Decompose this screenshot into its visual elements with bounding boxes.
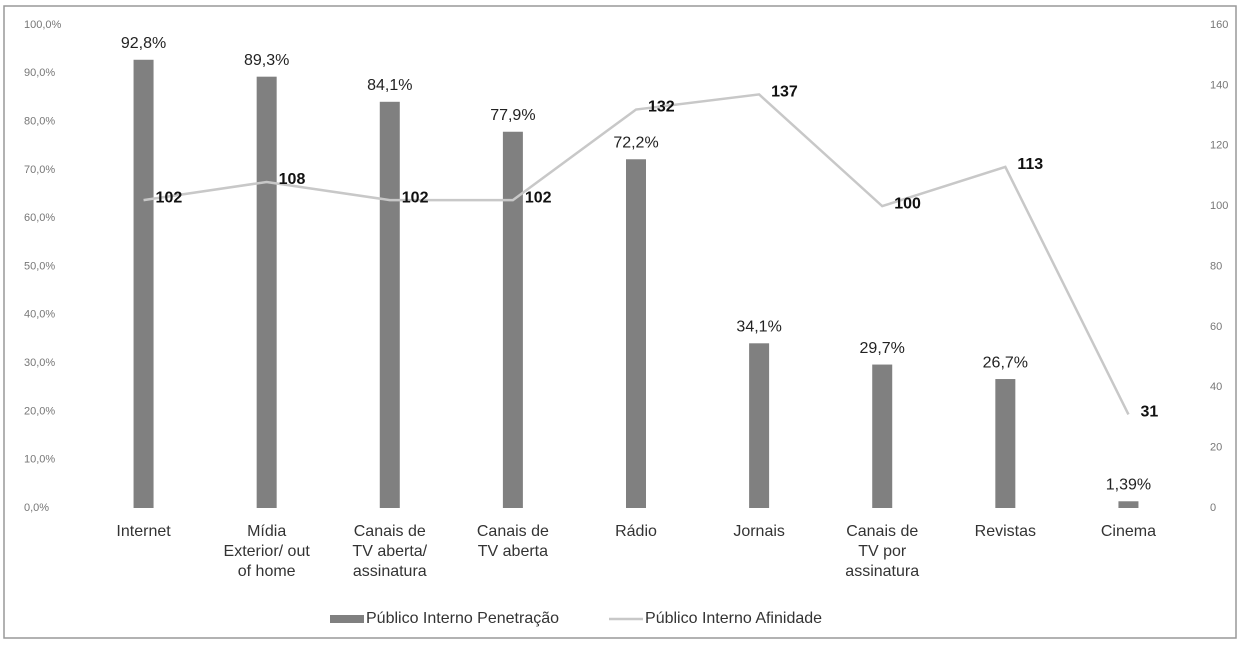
x-tick-label: Jornais bbox=[733, 523, 785, 540]
bar-value-label: 89,3% bbox=[244, 52, 289, 69]
y2-tick-label: 0 bbox=[1210, 502, 1216, 514]
bar-value-label: 72,2% bbox=[613, 134, 658, 151]
bar bbox=[379, 101, 400, 508]
y-tick-label: 90,0% bbox=[24, 67, 55, 79]
bar-value-label: 34,1% bbox=[736, 319, 781, 336]
bar bbox=[502, 131, 523, 509]
x-tick-label: Cinema bbox=[1101, 523, 1156, 540]
line-value-label: 102 bbox=[525, 189, 552, 206]
y-tick-label: 0,0% bbox=[24, 502, 49, 514]
y2-tick-label: 160 bbox=[1210, 19, 1228, 31]
line-value-label: 132 bbox=[648, 99, 675, 116]
x-tick-label: Canais de TV aberta bbox=[477, 523, 549, 560]
bar-value-label: 1,39% bbox=[1106, 477, 1151, 494]
bar-value-label: 26,7% bbox=[983, 354, 1028, 371]
y-tick-label: 50,0% bbox=[24, 260, 55, 272]
bar bbox=[872, 364, 893, 508]
y2-tick-label: 140 bbox=[1210, 79, 1228, 91]
line bbox=[143, 93, 1130, 415]
bar-value-label: 77,9% bbox=[490, 107, 535, 124]
bar bbox=[1118, 501, 1139, 508]
x-tick-label: Canais de TV aberta/assinatura bbox=[352, 523, 427, 580]
line-value-label: 102 bbox=[402, 189, 429, 206]
bar bbox=[256, 76, 277, 508]
y2-tick-label: 100 bbox=[1210, 200, 1228, 212]
x-tick-label: Revistas bbox=[975, 523, 1036, 540]
line-value-label: 108 bbox=[279, 171, 306, 188]
line-value-label: 100 bbox=[894, 195, 921, 212]
y-tick-label: 70,0% bbox=[24, 164, 55, 176]
y-tick-label: 100,0% bbox=[24, 19, 62, 31]
x-tick-label: Canais de TV por assinatura bbox=[845, 523, 919, 580]
line-value-label: 137 bbox=[771, 84, 798, 101]
x-tick-label: Mídia Exterior/ out of home bbox=[224, 523, 311, 580]
bar bbox=[749, 343, 770, 508]
bar-value-label: 92,8% bbox=[121, 35, 166, 52]
y-tick-label: 10,0% bbox=[24, 454, 55, 466]
legend-swatch bbox=[330, 615, 364, 623]
x-tick-label: Rádio bbox=[615, 523, 657, 540]
y-tick-label: 40,0% bbox=[24, 309, 55, 321]
line-value-label: 31 bbox=[1140, 404, 1158, 421]
y2-tick-label: 20 bbox=[1210, 442, 1222, 454]
line-value-label: 102 bbox=[156, 189, 183, 206]
y-tick-label: 20,0% bbox=[24, 405, 55, 417]
y2-tick-label: 40 bbox=[1210, 381, 1222, 393]
y2-tick-label: 120 bbox=[1210, 140, 1228, 152]
legend-label: Público Interno Afinidade bbox=[645, 610, 822, 627]
bar-value-label: 29,7% bbox=[860, 340, 905, 357]
x-tick-label: Internet bbox=[116, 523, 171, 540]
y-tick-label: 80,0% bbox=[24, 116, 55, 128]
y2-tick-label: 80 bbox=[1210, 260, 1222, 272]
bar-value-label: 84,1% bbox=[367, 77, 412, 94]
bar bbox=[133, 59, 154, 508]
chart-border bbox=[3, 5, 1237, 639]
line-value-label: 113 bbox=[1017, 156, 1043, 173]
bar bbox=[995, 379, 1016, 508]
y-tick-label: 60,0% bbox=[24, 212, 55, 224]
y-tick-label: 30,0% bbox=[24, 357, 55, 369]
bar bbox=[626, 159, 646, 509]
legend-label: Público Interno Penetração bbox=[366, 610, 559, 627]
y2-tick-label: 60 bbox=[1210, 321, 1222, 333]
